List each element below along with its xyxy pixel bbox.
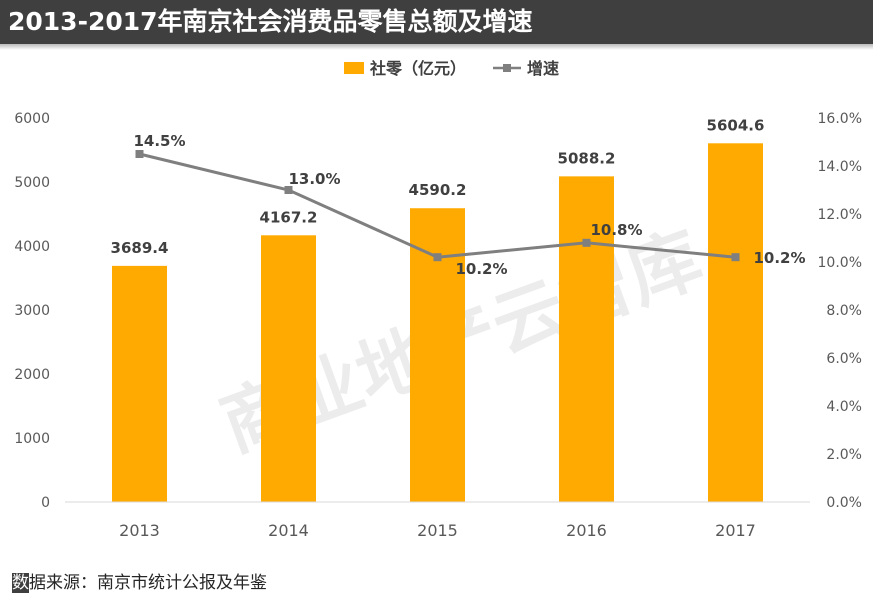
data-labels: 3689.4 4167.2 4590.2 5088.2 5604.6 14.5% 13.0%… (111, 116, 806, 278)
right-tick-label: 6.0% (826, 351, 862, 367)
x-tick-label: 2016 (566, 521, 607, 540)
bar-value-label: 4590.2 (409, 181, 467, 199)
x-tick-label: 2014 (268, 521, 309, 540)
right-axis: 0.0% 2.0% 4.0% 6.0% 8.0% 10.0% 12.0% 14.0% 16.0% (818, 111, 862, 511)
right-tick-label: 2.0% (826, 447, 862, 463)
left-axis: 0 1000 2000 3000 4000 5000 6000 (14, 111, 50, 511)
bar-2015 (410, 208, 465, 502)
x-tick-label: 2013 (119, 521, 160, 540)
title-shadow (0, 44, 873, 50)
growth-value-label: 10.8% (590, 221, 642, 239)
left-tick-label: 5000 (14, 175, 50, 191)
right-tick-label: 12.0% (818, 207, 862, 223)
left-tick-label: 1000 (14, 431, 50, 447)
chart-title: 2013-2017年南京社会消费品零售总额及增速 (0, 0, 873, 44)
legend-line-marker (503, 64, 511, 72)
growth-value-label: 10.2% (455, 260, 507, 278)
source-text: 据来源：南京市统计公报及年鉴 (29, 573, 267, 593)
source-note: 数据来源：南京市统计公报及年鉴 (12, 568, 267, 593)
right-tick-label: 4.0% (826, 399, 862, 415)
x-tick-label: 2017 (715, 521, 756, 540)
left-tick-label: 2000 (14, 367, 50, 383)
left-tick-label: 4000 (14, 239, 50, 255)
bar-value-label: 5088.2 (558, 149, 616, 167)
x-tick-label: 2015 (417, 521, 458, 540)
x-axis: 2013 2014 2015 2016 2017 (65, 501, 810, 540)
source-highlight: 数 (12, 573, 29, 593)
growth-value-label: 10.2% (753, 249, 805, 267)
bar-value-label: 4167.2 (260, 208, 318, 226)
bar-2013 (112, 265, 167, 502)
combo-chart: 商业地产云智库 社零（亿元）增速 01000200030004000500060… (14, 59, 862, 540)
bar-2014 (261, 235, 316, 502)
growth-point-2013 (135, 150, 144, 158)
bar-value-label: 3689.4 (111, 239, 169, 257)
right-tick-label: 16.0% (818, 111, 862, 127)
bar-2016 (559, 176, 614, 502)
growth-point-2016 (582, 238, 591, 247)
line-series (135, 150, 740, 262)
left-tick-label: 3000 (14, 303, 50, 319)
growth-value-label: 13.0% (288, 170, 340, 188)
growth-point-2014 (284, 186, 293, 194)
legend-bar-swatch (344, 62, 364, 74)
legend-bar-label: 社零（亿元） (369, 59, 466, 78)
right-tick-label: 14.0% (818, 159, 862, 175)
right-tick-label: 0.0% (826, 495, 862, 511)
growth-point-2017 (731, 253, 740, 262)
right-tick-label: 8.0% (826, 303, 862, 319)
bar-series (112, 143, 763, 502)
legend: 社零（亿元） 增速 (344, 59, 559, 78)
legend-line-label: 增速 (527, 59, 559, 78)
bar-2017 (708, 143, 763, 502)
left-tick-label: 0 (41, 495, 50, 511)
growth-point-2015 (433, 253, 442, 262)
growth-value-label: 14.5% (133, 132, 185, 150)
right-tick-label: 10.0% (818, 255, 862, 271)
left-tick-label: 6000 (14, 111, 50, 127)
bar-value-label: 5604.6 (707, 116, 765, 134)
